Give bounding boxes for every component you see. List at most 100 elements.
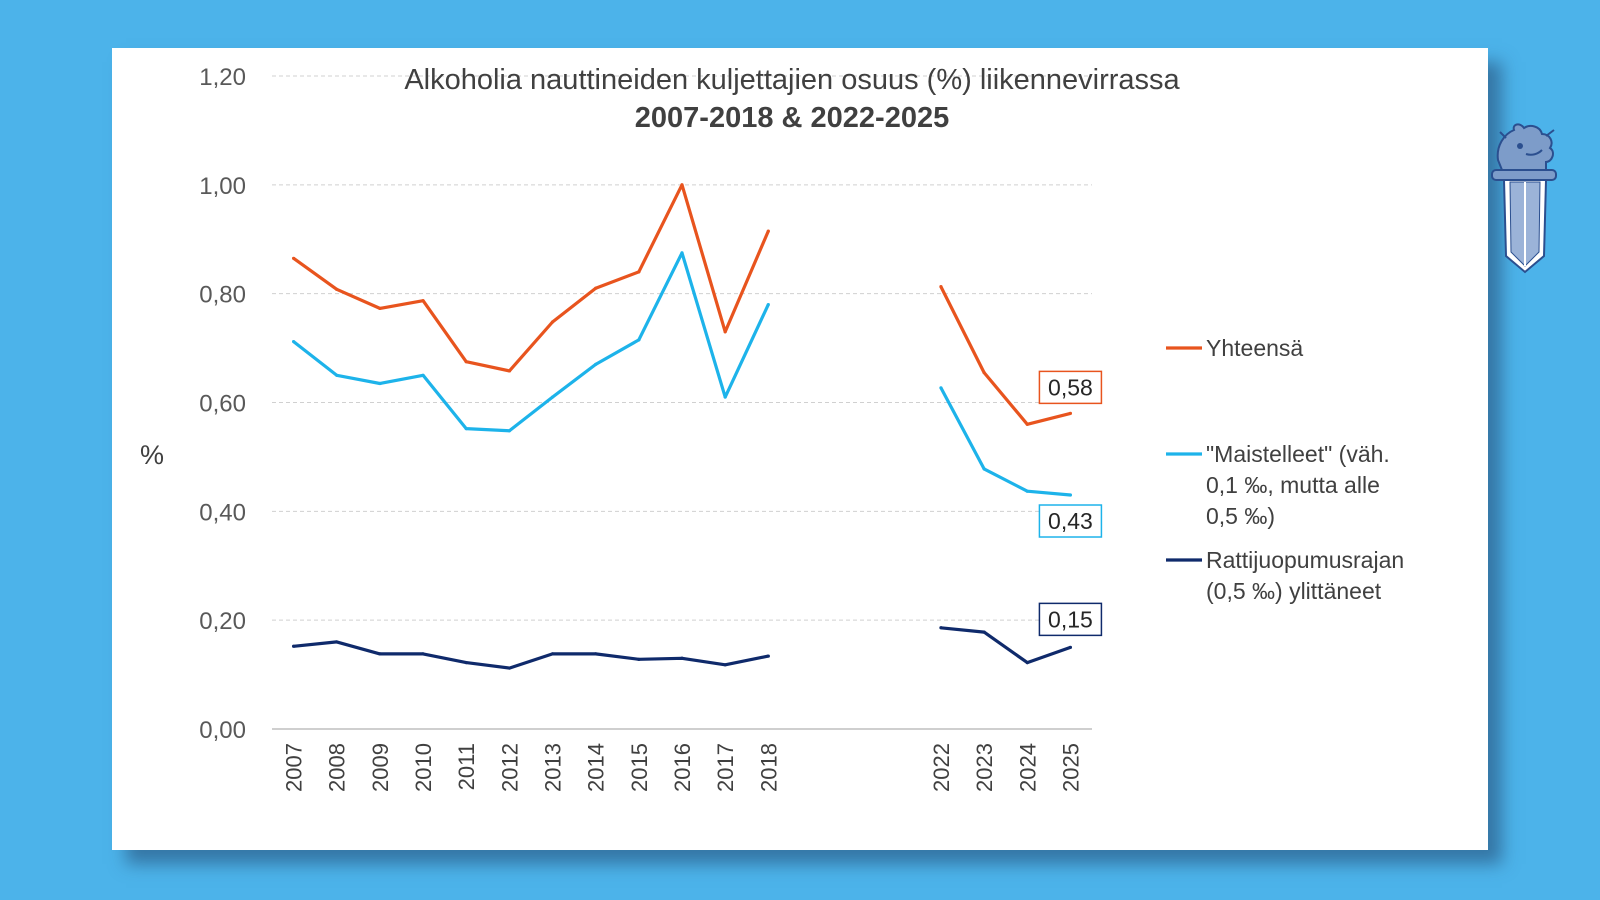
legend-label: (0,5 ‰) ylittäneet bbox=[1206, 578, 1382, 604]
data-point bbox=[421, 373, 425, 377]
data-point bbox=[723, 330, 727, 334]
y-axis-label: % bbox=[140, 440, 164, 470]
data-point bbox=[1025, 489, 1029, 493]
series-line-1 bbox=[939, 285, 1071, 426]
x-tick-label: 2012 bbox=[497, 743, 522, 792]
series-line-2 bbox=[292, 251, 770, 433]
data-point bbox=[507, 429, 511, 433]
data-point bbox=[766, 302, 770, 307]
data-point bbox=[939, 284, 943, 289]
data-point bbox=[594, 362, 598, 367]
data-point bbox=[464, 360, 468, 364]
data-point bbox=[680, 656, 684, 660]
y-tick-label: 0,40 bbox=[199, 499, 246, 526]
data-point bbox=[939, 626, 943, 630]
police-emblem-icon bbox=[1491, 123, 1557, 274]
data-label-box bbox=[1038, 370, 1103, 405]
legend-label: Rattijuopumusrajan bbox=[1206, 547, 1404, 573]
x-tick-label: 2016 bbox=[670, 743, 695, 792]
data-point bbox=[335, 640, 339, 644]
series-line-1 bbox=[292, 183, 770, 373]
data-label: 0,43 bbox=[1048, 508, 1093, 534]
y-tick-label: 0,80 bbox=[199, 282, 246, 309]
data-point bbox=[939, 386, 943, 390]
data-point bbox=[335, 287, 339, 291]
data-point bbox=[680, 251, 684, 255]
data-point bbox=[507, 666, 511, 670]
x-tick-label: 2010 bbox=[411, 743, 436, 792]
data-label: 0,58 bbox=[1048, 374, 1093, 400]
data-point bbox=[378, 652, 382, 656]
data-point bbox=[378, 381, 382, 386]
y-tick-label: 1,20 bbox=[199, 64, 246, 91]
data-point bbox=[421, 299, 425, 303]
y-tick-label: 0,00 bbox=[199, 717, 246, 744]
data-point bbox=[594, 652, 598, 656]
data-point bbox=[1025, 422, 1029, 426]
data-point bbox=[1068, 411, 1073, 415]
data-label-box bbox=[1038, 504, 1103, 538]
data-point bbox=[766, 229, 770, 233]
data-point bbox=[550, 395, 555, 399]
data-point bbox=[291, 339, 296, 344]
data-point bbox=[291, 644, 296, 648]
series-lines bbox=[291, 183, 1073, 670]
data-point bbox=[335, 373, 339, 377]
data-point bbox=[637, 338, 641, 342]
data-point bbox=[1068, 493, 1073, 497]
x-tick-label: 2011 bbox=[454, 743, 479, 790]
x-tick-label: 2007 bbox=[282, 743, 307, 792]
legend: Yhteensä "Maistelleet" (väh. 0,1 ‰, mutta … bbox=[1166, 335, 1404, 604]
axes: 0,00 0,20 0,40 0,60 0,80 1,00 1,20 2007 2008 2009… bbox=[199, 64, 1092, 792]
data-point bbox=[766, 654, 770, 658]
x-tick-label: 2022 bbox=[929, 743, 954, 792]
series-line-3 bbox=[293, 640, 769, 670]
chart-title: Alkoholia nauttineiden kuljettajien osuu… bbox=[404, 64, 1180, 96]
data-point bbox=[723, 663, 727, 667]
x-tick-label: 2018 bbox=[756, 743, 781, 792]
data-label-box bbox=[1038, 602, 1103, 637]
data-point bbox=[464, 427, 468, 431]
data-point bbox=[1068, 645, 1073, 649]
x-tick-label: 2009 bbox=[368, 743, 393, 792]
data-point bbox=[982, 630, 986, 634]
data-point bbox=[378, 306, 382, 310]
data-point bbox=[637, 657, 641, 661]
x-tick-label: 2014 bbox=[584, 743, 609, 792]
data-point bbox=[680, 183, 684, 187]
x-tick-label: 2024 bbox=[1015, 743, 1040, 792]
data-labels: 0,58 0,43 0,15 bbox=[1038, 370, 1103, 637]
data-point bbox=[723, 395, 727, 399]
series-line-2 bbox=[939, 387, 1071, 497]
data-point bbox=[637, 270, 641, 274]
data-point bbox=[464, 661, 468, 665]
data-point bbox=[982, 370, 986, 375]
series-line-3 bbox=[940, 626, 1071, 665]
data-label: 0,15 bbox=[1048, 606, 1093, 632]
data-point bbox=[550, 652, 555, 656]
x-tick-label: 2023 bbox=[972, 743, 997, 792]
x-tick-label: 2025 bbox=[1058, 743, 1083, 792]
chart-card: 0,00 0,20 0,40 0,60 0,80 1,00 1,20 2007 2008 2009… bbox=[112, 48, 1557, 850]
data-point bbox=[291, 256, 296, 260]
data-point bbox=[507, 369, 511, 373]
legend-label: 0,1 ‰, mutta alle bbox=[1206, 472, 1380, 498]
data-point bbox=[982, 467, 986, 471]
legend-label: Yhteensä bbox=[1206, 335, 1303, 361]
data-point bbox=[550, 320, 555, 324]
x-tick-label: 2017 bbox=[713, 743, 738, 792]
line-chart: 0,00 0,20 0,40 0,60 0,80 1,00 1,20 2007 2008 2009… bbox=[140, 64, 1404, 792]
gridlines bbox=[272, 75, 1092, 621]
x-tick-label: 2013 bbox=[541, 743, 566, 792]
y-tick-label: 0,60 bbox=[199, 391, 246, 418]
y-tick-label: 1,00 bbox=[199, 173, 246, 200]
chart-subtitle: 2007-2018 & 2022-2025 bbox=[635, 102, 949, 134]
x-tick-label: 2008 bbox=[325, 743, 350, 792]
x-tick-label: 2015 bbox=[627, 743, 652, 792]
y-tick-label: 0,20 bbox=[199, 608, 246, 635]
data-point bbox=[421, 652, 425, 656]
data-point bbox=[594, 286, 598, 290]
legend-label: 0,5 ‰) bbox=[1206, 503, 1275, 529]
legend-label: "Maistelleet" (väh. bbox=[1206, 441, 1390, 467]
data-point bbox=[1025, 661, 1029, 665]
